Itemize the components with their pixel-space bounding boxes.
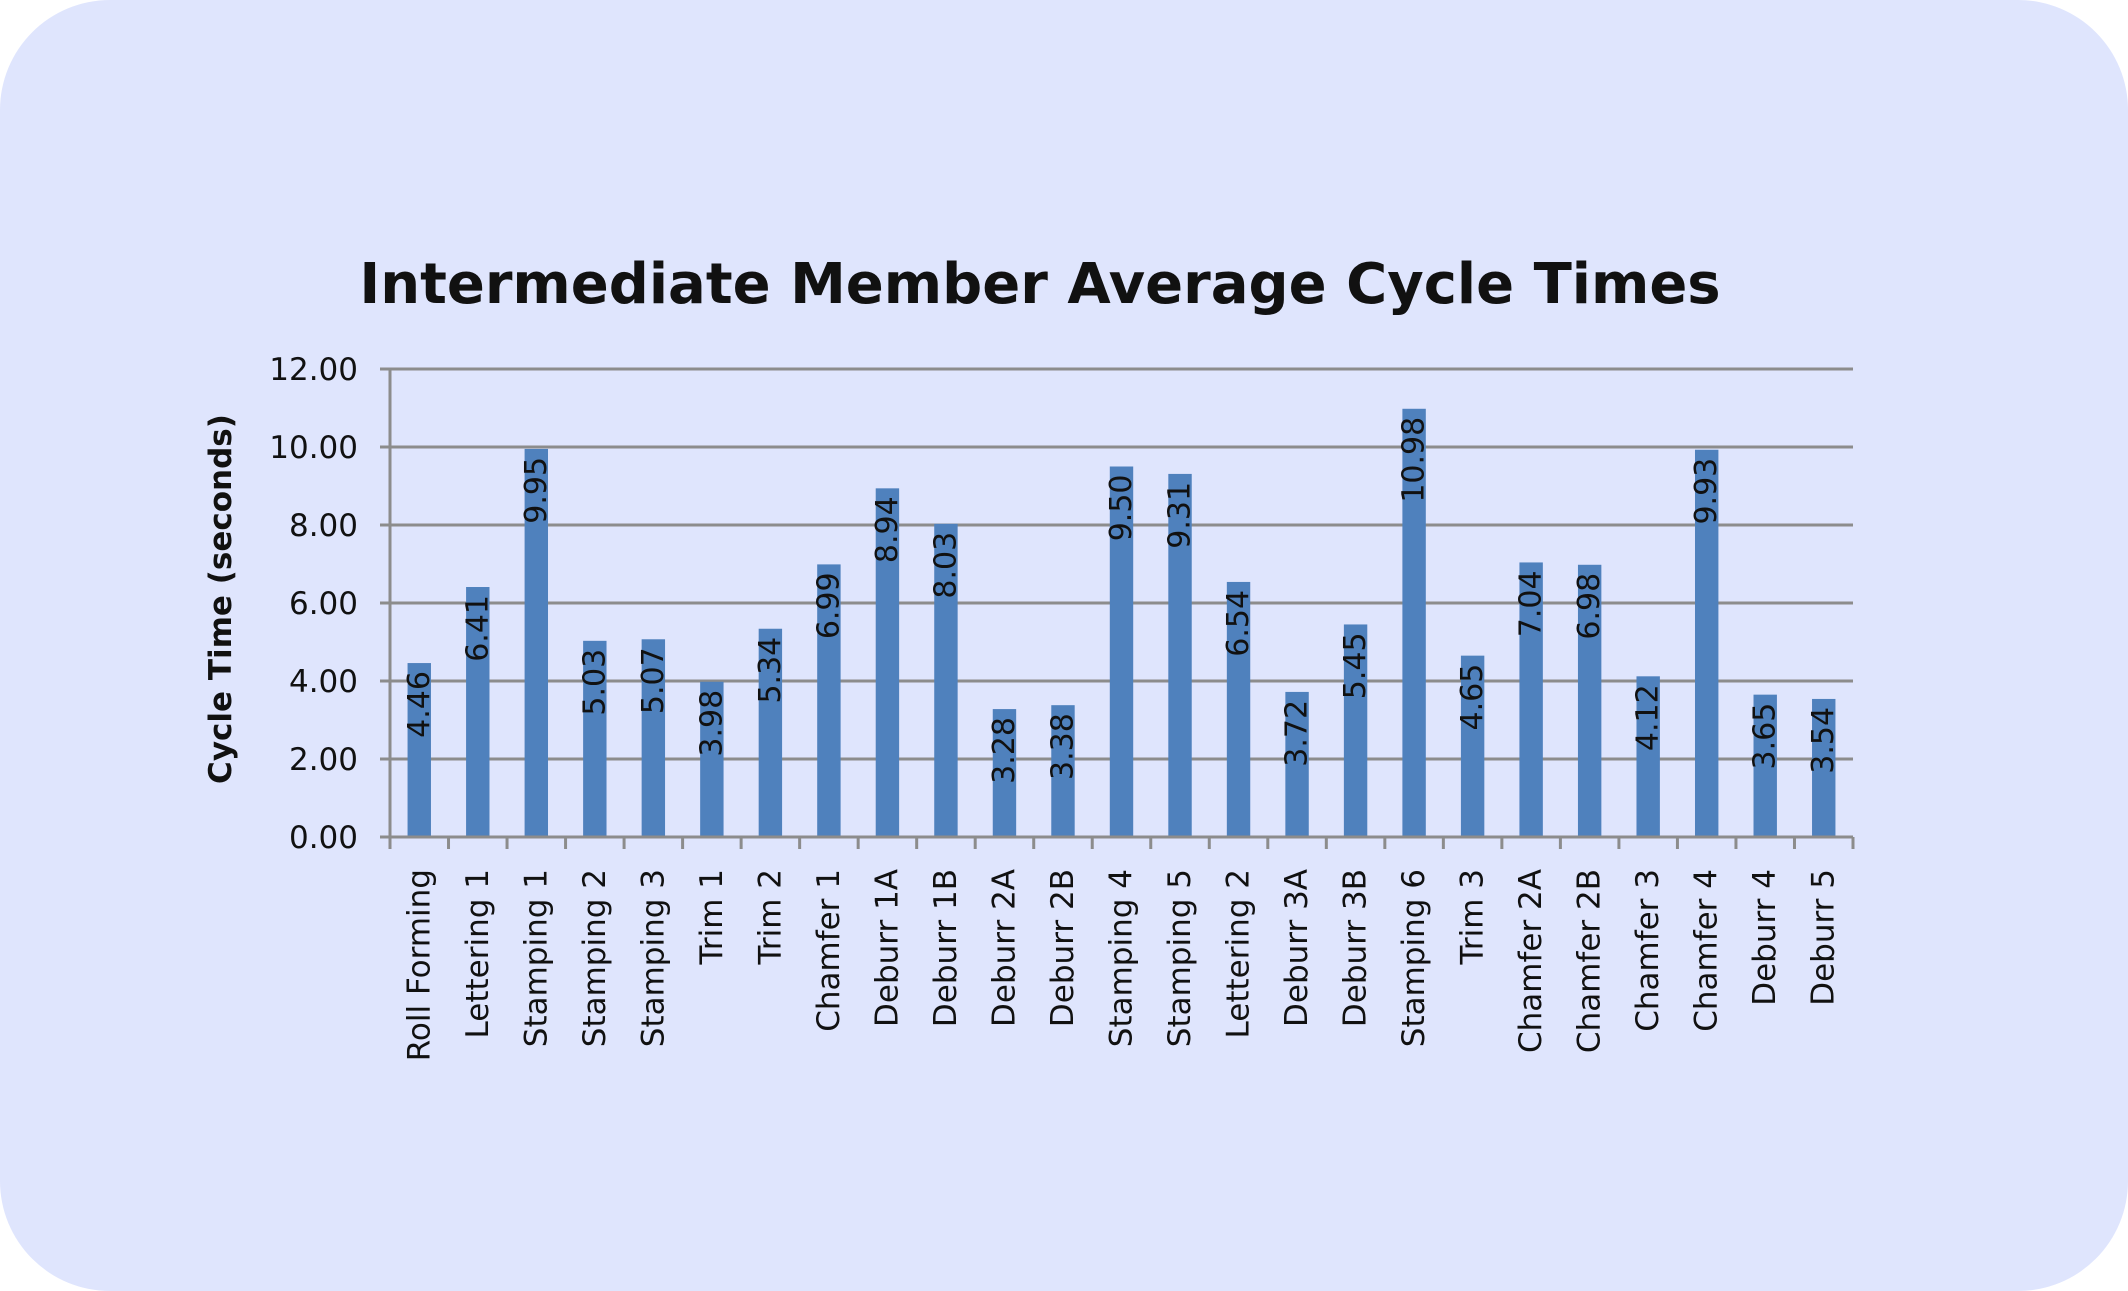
x-tick-label: Deburr 2A xyxy=(986,869,1022,1027)
x-tick-label: Deburr 5 xyxy=(1806,869,1842,1006)
data-label: 4.46 xyxy=(402,671,437,738)
data-label: 10.98 xyxy=(1397,417,1432,503)
x-tick-label: Trim 3 xyxy=(1455,869,1491,966)
data-label: 9.31 xyxy=(1163,482,1198,549)
bar xyxy=(1051,705,1075,837)
bar xyxy=(1753,694,1777,837)
data-label: 3.65 xyxy=(1748,703,1783,770)
x-tick-label: Deburr 1B xyxy=(928,869,964,1027)
chart-title: Intermediate Member Average Cycle Times xyxy=(359,252,1720,317)
bar xyxy=(641,639,666,837)
bar xyxy=(817,564,841,837)
x-tick-label: Chamfer 2A xyxy=(1513,869,1549,1053)
y-tick-label: 2.00 xyxy=(289,742,358,778)
y-tick-label: 4.00 xyxy=(289,664,358,700)
data-label: 8.94 xyxy=(870,496,905,563)
y-tick-label: 6.00 xyxy=(289,586,358,622)
bars xyxy=(407,408,1836,837)
data-label: 9.95 xyxy=(519,457,554,524)
y-tick-label: 8.00 xyxy=(289,508,358,544)
data-label: 6.41 xyxy=(460,595,495,662)
bar xyxy=(1636,676,1660,837)
bar xyxy=(1812,698,1836,837)
bar xyxy=(583,640,607,837)
bar xyxy=(1402,408,1426,837)
bar xyxy=(1168,473,1192,837)
bar xyxy=(1577,564,1602,837)
data-label: 8.03 xyxy=(928,532,963,599)
data-label: 7.04 xyxy=(1514,570,1549,637)
bar xyxy=(992,709,1017,837)
x-tick-label: Stamping 3 xyxy=(635,869,671,1047)
x-tick-label: Stamping 4 xyxy=(1104,869,1140,1047)
x-tick-label: Chamfer 2B xyxy=(1572,869,1608,1053)
y-tick-label: 12.00 xyxy=(269,352,358,388)
x-tick-label: Trim 1 xyxy=(694,869,730,966)
y-axis-label: Cycle Time (seconds) xyxy=(203,414,239,784)
x-tick-label: Chamfer 4 xyxy=(1689,869,1725,1032)
bar xyxy=(1519,562,1543,837)
bar xyxy=(1343,624,1368,837)
x-tick-label: Deburr 2B xyxy=(1045,869,1081,1027)
bar xyxy=(1694,449,1719,837)
data-label: 5.07 xyxy=(636,647,671,714)
bar xyxy=(934,523,958,837)
bar xyxy=(1460,655,1485,837)
data-label: 3.38 xyxy=(1045,713,1080,780)
bar xyxy=(700,681,724,837)
x-tick-label: Deburr 4 xyxy=(1747,869,1783,1006)
bar xyxy=(466,587,490,837)
data-label: 4.12 xyxy=(1631,684,1666,751)
data-label: 5.45 xyxy=(1338,632,1373,699)
x-tick-label: Chamfer 3 xyxy=(1630,869,1666,1032)
x-tick-label: Stamping 6 xyxy=(1396,869,1432,1047)
data-label: 5.03 xyxy=(577,649,612,716)
data-labels: 4.46 6.41 9.95 5.03 5.07 3.98 5.34 6.99 8.94 8.03… xyxy=(402,417,1841,784)
x-axis-ticks: Roll Forming Lettering 1 Stamping 1 Stampin… xyxy=(401,869,1841,1061)
y-tick-label: 0.00 xyxy=(289,820,358,856)
x-tick-label: Deburr 3A xyxy=(1279,869,1315,1027)
x-tick-label: Trim 2 xyxy=(752,869,788,966)
data-label: 3.54 xyxy=(1806,707,1841,774)
data-label: 9.50 xyxy=(1104,475,1139,542)
x-tick-label: Lettering 1 xyxy=(460,869,496,1038)
bar xyxy=(524,448,549,837)
x-tick-label: Roll Forming xyxy=(401,869,437,1061)
bar xyxy=(1226,581,1251,837)
x-tick-label: Stamping 5 xyxy=(1162,869,1198,1047)
data-label: 6.98 xyxy=(1572,573,1607,640)
bar xyxy=(758,628,783,837)
data-label: 3.72 xyxy=(1280,700,1315,767)
y-axis-ticks: 0.00 2.00 4.00 6.00 8.00 10.00 12.00 xyxy=(269,352,390,856)
data-label: 9.93 xyxy=(1689,458,1724,525)
bar xyxy=(1109,466,1134,837)
data-label: 5.34 xyxy=(753,637,788,704)
data-label: 4.65 xyxy=(1455,664,1490,731)
data-label: 6.54 xyxy=(1221,590,1256,657)
bar xyxy=(875,488,900,837)
x-tick-label: Deburr 1A xyxy=(869,869,905,1027)
data-label: 3.98 xyxy=(694,690,729,757)
x-tick-label: Stamping 1 xyxy=(518,869,554,1047)
bar xyxy=(407,663,431,837)
bar xyxy=(1285,691,1309,837)
x-tick-label: Stamping 2 xyxy=(577,869,613,1047)
y-tick-label: 10.00 xyxy=(269,430,358,466)
data-label: 3.28 xyxy=(987,717,1022,784)
axes xyxy=(388,369,1855,849)
x-tick-label: Deburr 3B xyxy=(1338,869,1374,1027)
x-tick-label: Chamfer 1 xyxy=(811,869,847,1032)
x-tick-label: Lettering 2 xyxy=(1221,869,1257,1038)
data-label: 6.99 xyxy=(811,572,846,639)
